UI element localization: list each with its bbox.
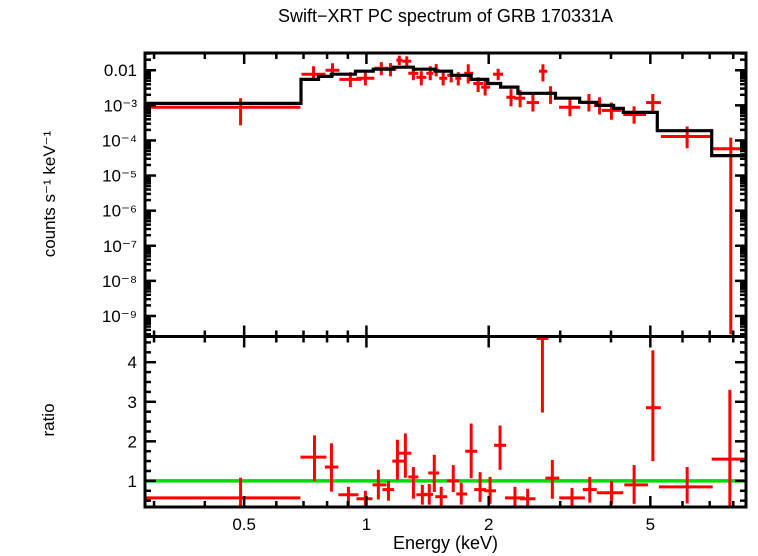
ratio-data-point — [582, 476, 597, 503]
ratio-data-point — [484, 476, 497, 504]
x-tick-label: 5 — [646, 515, 655, 534]
spectrum-panel-frame — [143, 51, 748, 338]
ratio-y-tick-label: 3 — [128, 393, 137, 412]
spectrum-data-point — [539, 64, 548, 82]
ratio-data-point — [559, 488, 585, 507]
spectrum-y-tick-label: 10⁻⁷ — [103, 237, 137, 256]
spectrum-y-tick-label: 10⁻⁴ — [102, 131, 137, 150]
spectrum-data-point — [546, 86, 555, 104]
ratio-data-point — [435, 486, 448, 507]
spectrum-y-tick-label: 10⁻⁵ — [102, 167, 137, 186]
ratio-data-point — [428, 454, 440, 492]
ratio-data-point — [519, 488, 536, 507]
ratio-data-point — [382, 480, 395, 501]
ratio-data-point — [356, 490, 373, 507]
spectrum-data-point — [623, 106, 647, 124]
ratio-data-point — [505, 486, 525, 507]
ratio-data-point — [372, 469, 387, 500]
spectrum-data-point — [402, 56, 412, 67]
ratio-data-point — [465, 423, 478, 479]
spectrum-y-tick-label: 10⁻³ — [103, 96, 137, 115]
ratio-data-point — [545, 459, 560, 499]
ratio-data-point — [398, 433, 412, 478]
spectrum-y-tick-label: 10⁻⁸ — [102, 272, 137, 291]
ratio-y-tick-label: 4 — [128, 353, 137, 372]
ratio-y-tick-label: 2 — [128, 432, 137, 451]
spectrum-data-point — [559, 99, 581, 117]
ratio-data-point — [474, 472, 487, 502]
spectrum-data-point — [356, 71, 375, 86]
ratio-panel-content — [145, 336, 746, 507]
ratio-data-point — [447, 465, 460, 492]
spectrum-data-point — [481, 80, 491, 96]
ratio-data-point — [324, 443, 339, 492]
chart-title: Swift−XRT PC spectrum of GRB 170331A — [278, 6, 613, 26]
ratio-data-point — [624, 465, 648, 504]
ratio-data-point — [711, 389, 746, 507]
spectrum-data-point — [396, 55, 403, 66]
ratio-data-point — [596, 480, 624, 505]
ratio-data-point — [392, 439, 405, 480]
spectrum-y-tick-label: 10⁻⁹ — [102, 307, 137, 326]
spectrum-data-point — [506, 89, 516, 107]
ratio-data-point — [536, 336, 549, 413]
x-tick-label: 2 — [484, 515, 493, 534]
spectrum-data-point — [526, 94, 540, 112]
ratio-data-point — [300, 435, 327, 481]
ratio-data-point — [658, 467, 713, 504]
x-tick-label: 1 — [362, 515, 371, 534]
ratio-data-point — [145, 477, 301, 507]
spectrum-y-tick-label: 0.01 — [104, 61, 137, 80]
ratio-data-point — [494, 425, 507, 470]
spectrum-panel-content — [145, 55, 746, 335]
x-axis-label: Energy (keV) — [392, 533, 499, 553]
spectrum-data-point — [416, 71, 427, 86]
tick-marks — [145, 52, 746, 507]
spectrum-y-tick-label: 10⁻⁶ — [102, 202, 137, 221]
spectrum-data-point — [493, 68, 504, 81]
ratio-y-tick-label: 1 — [128, 472, 137, 491]
ratio-data-point — [424, 484, 434, 505]
tick-labels: 0.5 1 2 5 0.01 10⁻³ 10⁻⁴ 10⁻⁵ 10⁻⁶ 10⁻⁷ 10⁻⁸ 10⁻⁹ 1 2… — [102, 61, 655, 534]
spectrum-data-point — [646, 94, 661, 113]
spectrum-data-point — [439, 72, 448, 86]
model-step-line — [145, 65, 746, 158]
ratio-data-point — [408, 467, 419, 499]
ratio-data-point — [456, 482, 468, 505]
ratio-data-point — [645, 350, 661, 462]
x-tick-label: 0.5 — [232, 515, 256, 534]
